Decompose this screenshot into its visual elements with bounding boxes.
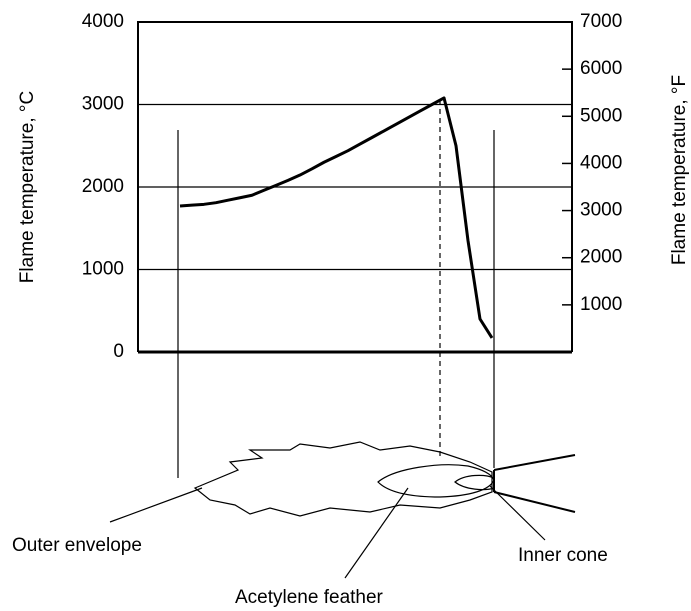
torch-tip	[493, 454, 576, 513]
annotation: Outer envelope	[12, 535, 142, 556]
y-tick-label: 2000	[82, 176, 124, 197]
annotation: Acetylene feather	[235, 587, 384, 608]
y2-tick-label: 4000	[580, 152, 622, 173]
y-axis-label: Flame temperature, °C	[17, 91, 38, 283]
y-tick-label: 4000	[82, 11, 124, 32]
temperature-line	[179, 96, 494, 339]
leader-line	[344, 487, 409, 579]
y2-tick-label: 3000	[580, 200, 622, 221]
annotation: Inner cone	[518, 545, 608, 566]
y-tick-label: 1000	[82, 259, 124, 280]
y2-tick-label: 6000	[580, 58, 622, 79]
acetylene-feather	[377, 464, 495, 498]
flame-diagram	[109, 130, 576, 579]
y-tick-label: 0	[113, 341, 124, 362]
y2-tick-label: 2000	[580, 247, 622, 268]
y-tick-label: 3000	[82, 94, 124, 115]
y2-tick-label: 5000	[580, 105, 622, 126]
leader-line	[489, 485, 546, 541]
outer-envelope	[193, 441, 493, 517]
y2-tick-label: 1000	[580, 294, 622, 315]
y2-axis-label: Flame temperature, °F	[669, 75, 690, 265]
leader-line	[109, 487, 203, 523]
plot-frame	[137, 21, 573, 352]
y2-tick-label: 7000	[580, 11, 622, 32]
